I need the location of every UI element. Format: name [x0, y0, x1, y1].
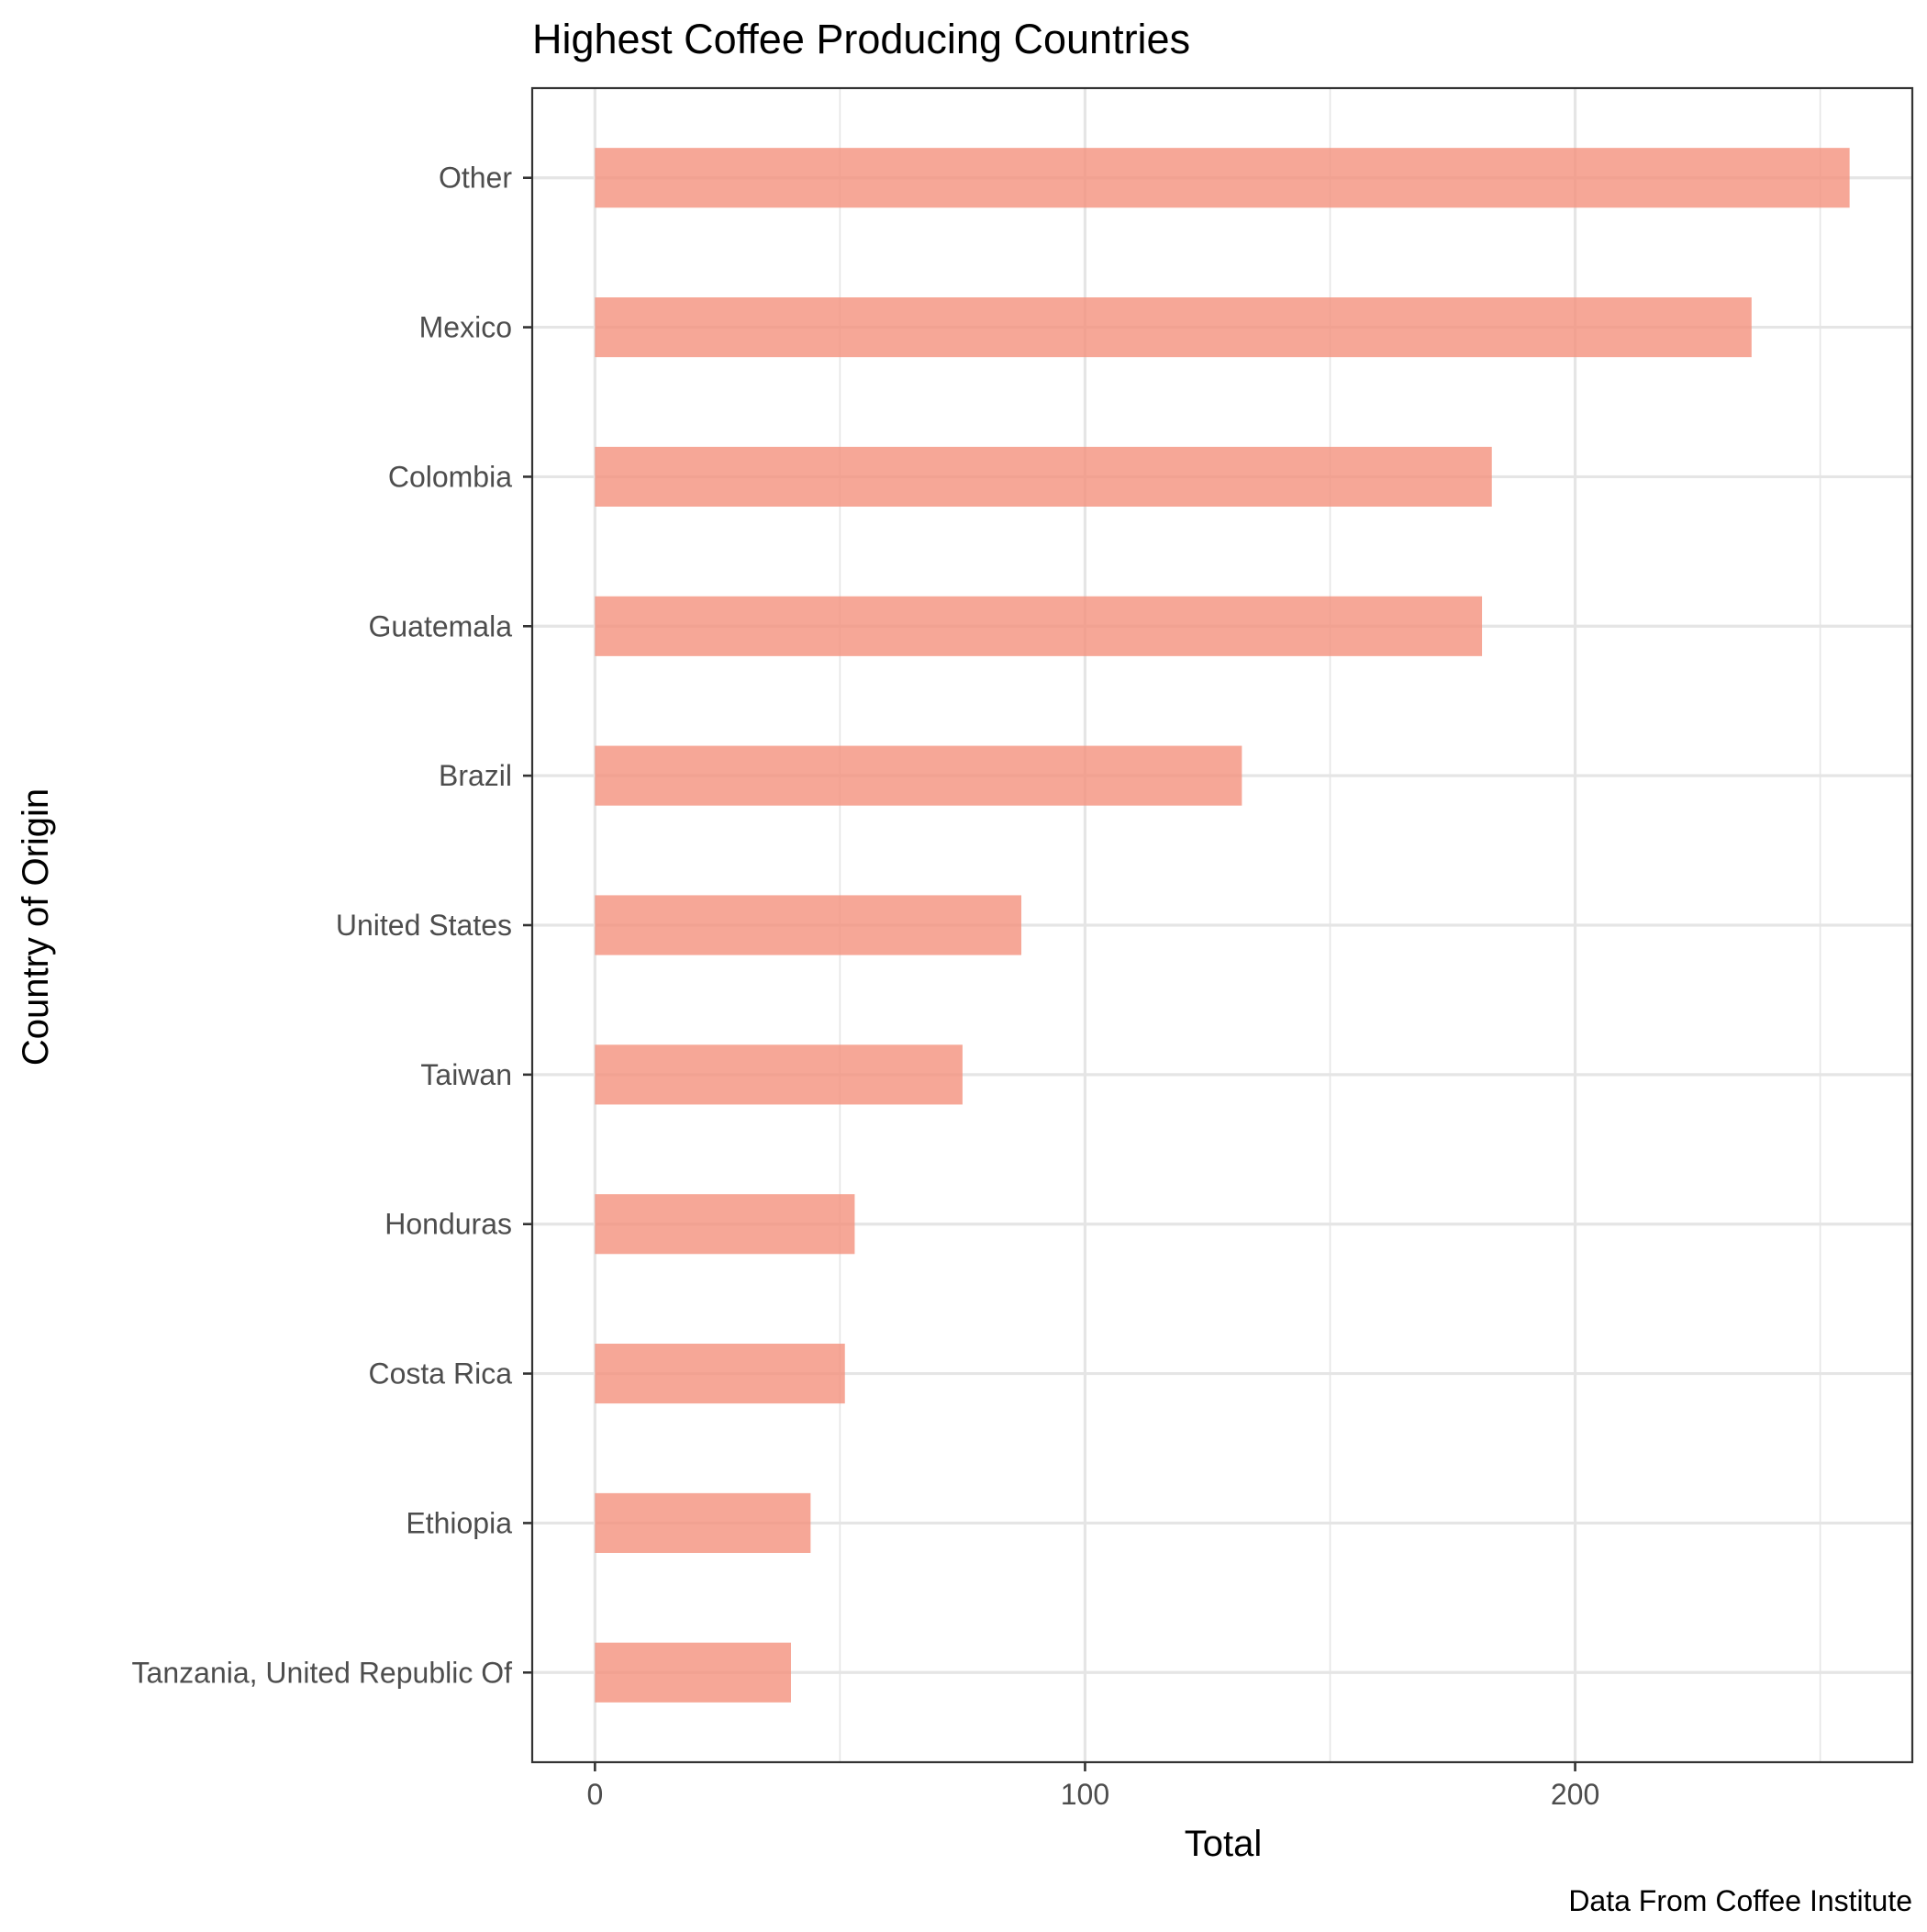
bar-brazil [595, 745, 1242, 806]
y-tick-label: United States [336, 909, 512, 942]
y-tick-label: Mexico [419, 311, 512, 344]
bar-ethiopia [595, 1492, 811, 1553]
bar-colombia [595, 446, 1492, 507]
bar-guatemala [595, 596, 1483, 656]
x-axis-label: Total [1185, 1824, 1263, 1864]
bar-united-states [595, 895, 1022, 955]
chart-caption: Data From Coffee Institute [1568, 1884, 1912, 1917]
bar-other [595, 148, 1850, 208]
y-tick-label: Guatemala [368, 609, 512, 642]
bar-costa-rica [595, 1344, 845, 1404]
x-tick-label: 200 [1551, 1778, 1599, 1811]
bar-mexico [595, 297, 1752, 358]
y-tick-label: Costa Rica [369, 1357, 513, 1390]
bar-taiwan [595, 1044, 963, 1105]
y-axis-label: Country of Origin [16, 788, 56, 1066]
bar-tanzania-united-republic-of [595, 1642, 791, 1703]
y-tick-label: Colombia [388, 460, 512, 493]
chart-title: Highest Coffee Producing Countries [532, 16, 1190, 62]
y-tick-label: Other [439, 162, 512, 195]
y-tick-label: Tanzania, United Republic Of [132, 1656, 513, 1689]
x-tick-label: 100 [1061, 1778, 1109, 1811]
y-tick-label: Honduras [384, 1208, 512, 1241]
x-axis: 0 100 200 [586, 1762, 1599, 1811]
y-axis: Tanzania, United Republic Of Ethiopia Cost… [132, 162, 532, 1689]
x-tick-label: 0 [586, 1778, 603, 1811]
y-tick-label: Brazil [439, 759, 512, 792]
y-tick-label: Taiwan [420, 1058, 512, 1091]
bar-honduras [595, 1194, 855, 1255]
bars [595, 148, 1850, 1703]
y-tick-label: Ethiopia [406, 1506, 512, 1539]
